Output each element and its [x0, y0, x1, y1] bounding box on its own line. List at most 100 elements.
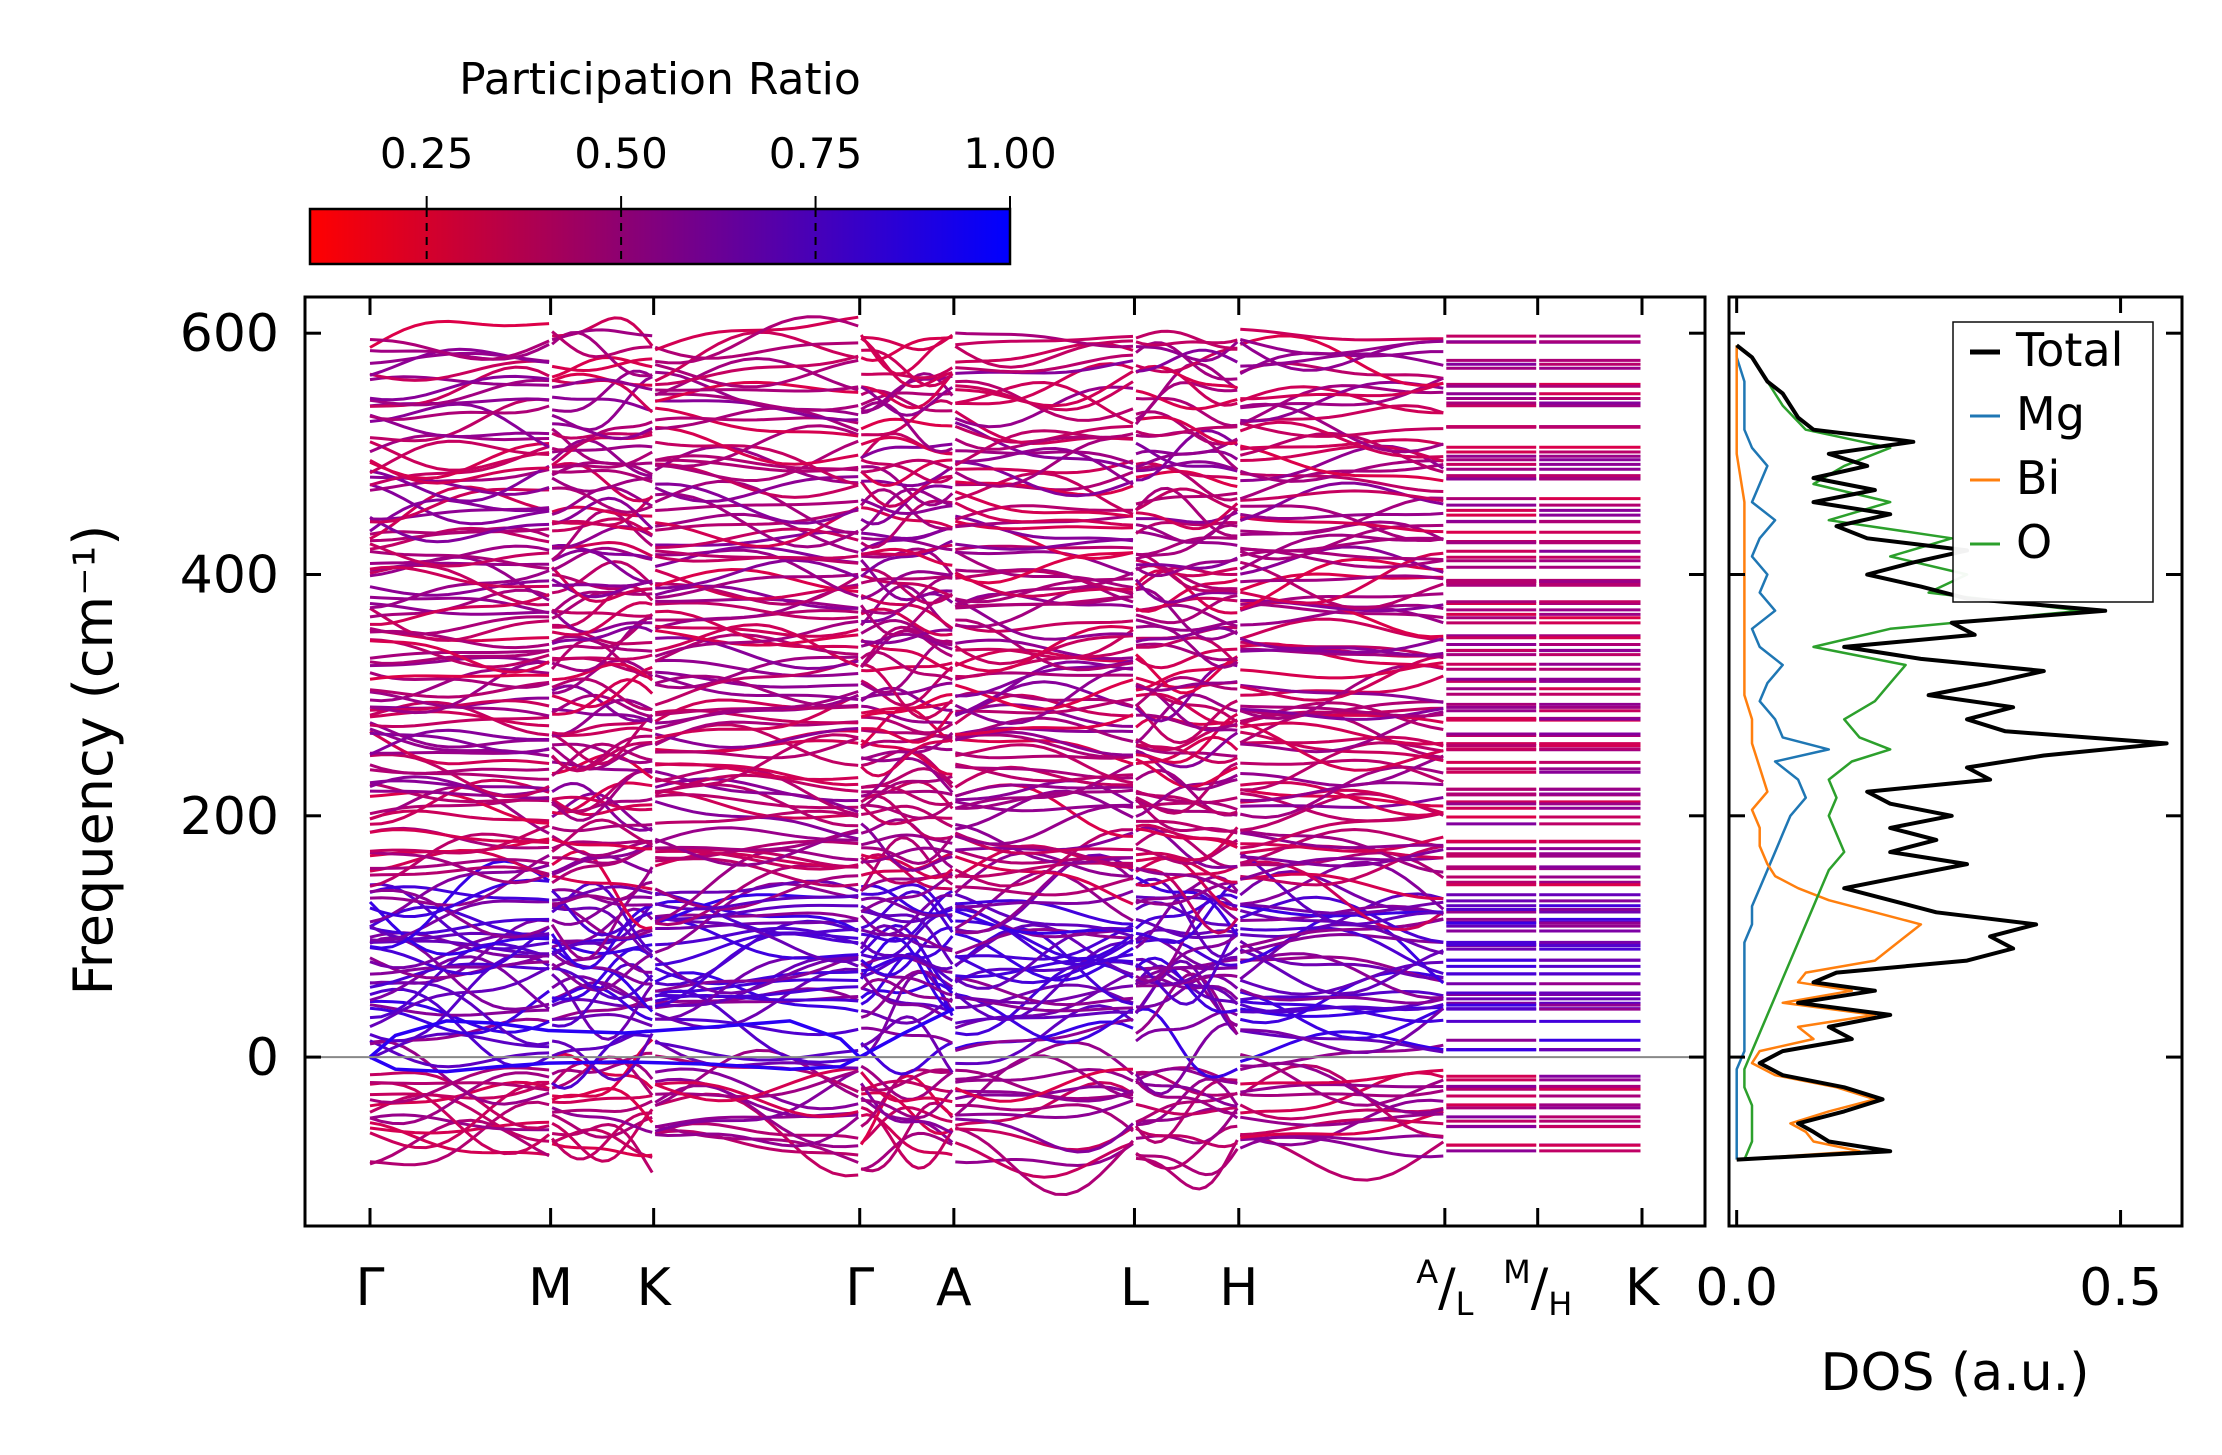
- band-line: [655, 439, 859, 483]
- band-line: [654, 967, 859, 1030]
- band-line: [369, 824, 550, 855]
- band-line: [860, 804, 953, 828]
- band-line: [655, 601, 859, 621]
- band-line: [860, 941, 953, 971]
- band-line: [955, 907, 1134, 966]
- band-line: [552, 678, 654, 716]
- band-line: [1240, 574, 1444, 584]
- band-line: [551, 395, 653, 413]
- band-line: [369, 710, 550, 728]
- band-line: [1239, 932, 1444, 955]
- band-line: [955, 380, 1134, 412]
- band-line: [861, 728, 953, 741]
- band-line: [1135, 642, 1238, 662]
- band-line: [1240, 1029, 1444, 1054]
- band-line: [860, 969, 954, 1019]
- band-line: [551, 590, 653, 620]
- band-line: [955, 449, 1134, 465]
- band-line: [655, 558, 859, 590]
- band-line: [955, 1099, 1134, 1120]
- band-line: [955, 924, 1134, 961]
- band-line: [654, 673, 859, 701]
- band-line: [1135, 713, 1238, 731]
- colorbar-tick-label: 0.50: [574, 129, 668, 178]
- dos-curve-total: [1735, 343, 2169, 1162]
- band-line: [655, 609, 859, 649]
- band-line: [1240, 811, 1444, 850]
- band-line: [654, 341, 859, 360]
- band-line: [859, 1074, 954, 1146]
- band-line: [1239, 939, 1444, 980]
- band-line: [954, 598, 1134, 641]
- legend: Total Mg Bi O: [1952, 321, 2154, 603]
- band-line: [860, 442, 953, 460]
- band-line: [655, 499, 859, 512]
- band-line: [369, 1080, 550, 1150]
- band-line: [552, 1012, 653, 1028]
- band-line: [1240, 1112, 1444, 1127]
- band-line: [655, 793, 859, 810]
- band-line: [369, 319, 550, 349]
- band-line: [552, 316, 654, 347]
- band-line: [955, 1010, 1134, 1025]
- band-line: [1135, 735, 1239, 766]
- band-line: [369, 778, 550, 826]
- k-tick-label: K: [1625, 1258, 1661, 1318]
- band-line: [1240, 735, 1444, 748]
- colorbar-title: Participation Ratio: [459, 54, 861, 105]
- band-line: [1135, 536, 1238, 557]
- band-axes: 0 200 400 600 Γ M K Γ A L H A/L M/H K: [180, 297, 1705, 1323]
- band-line: [954, 851, 1134, 894]
- band-line: [369, 999, 550, 1034]
- band-line: [1239, 1063, 1444, 1138]
- band-line: [369, 1071, 550, 1126]
- band-line: [551, 768, 653, 822]
- band-line: [655, 315, 859, 365]
- band-line: [1240, 511, 1444, 520]
- band-line: [860, 629, 953, 669]
- band-line: [955, 889, 1134, 909]
- band-line: [861, 366, 954, 380]
- band-line: [955, 638, 1134, 661]
- band-line: [954, 783, 1134, 798]
- band-line: [860, 738, 953, 778]
- band-line: [655, 572, 859, 600]
- band-line: [860, 638, 953, 673]
- band-line: [369, 375, 550, 387]
- band-line: [954, 927, 1134, 955]
- band-line: [1240, 704, 1444, 718]
- band-line: [1240, 489, 1444, 503]
- band-line: [655, 918, 859, 930]
- band-line: [369, 918, 550, 985]
- band-line: [369, 853, 550, 907]
- band-line: [369, 526, 550, 551]
- dos-panel: 0.0 0.5 DOS (a.u.) Total Mg Bi O: [1695, 295, 2184, 1403]
- band-line: [1135, 461, 1238, 480]
- band-line: [1135, 437, 1238, 469]
- band-line: [369, 788, 550, 798]
- band-line: [955, 362, 1134, 406]
- band-line: [369, 730, 550, 766]
- band-frame: [303, 295, 1707, 1228]
- band-line: [860, 681, 953, 701]
- band-line: [955, 370, 1134, 408]
- band-line: [1239, 523, 1444, 561]
- band-line: [860, 458, 954, 484]
- band-line: [955, 713, 1134, 736]
- band-line: [1135, 587, 1238, 641]
- band-line: [369, 885, 550, 902]
- band-line: [1135, 618, 1238, 632]
- band-line: [654, 894, 859, 911]
- band-line: [654, 568, 859, 601]
- band-line: [955, 743, 1134, 785]
- band-line: [1240, 872, 1444, 901]
- band-line: [551, 874, 653, 891]
- band-line: [369, 851, 550, 885]
- band-line: [1239, 721, 1444, 772]
- soft-mode-band: [369, 1055, 861, 1074]
- band-line: [369, 917, 550, 936]
- band-line: [369, 1092, 550, 1143]
- band-line: [369, 721, 550, 749]
- band-line: [955, 788, 1134, 810]
- band-line: [861, 715, 954, 735]
